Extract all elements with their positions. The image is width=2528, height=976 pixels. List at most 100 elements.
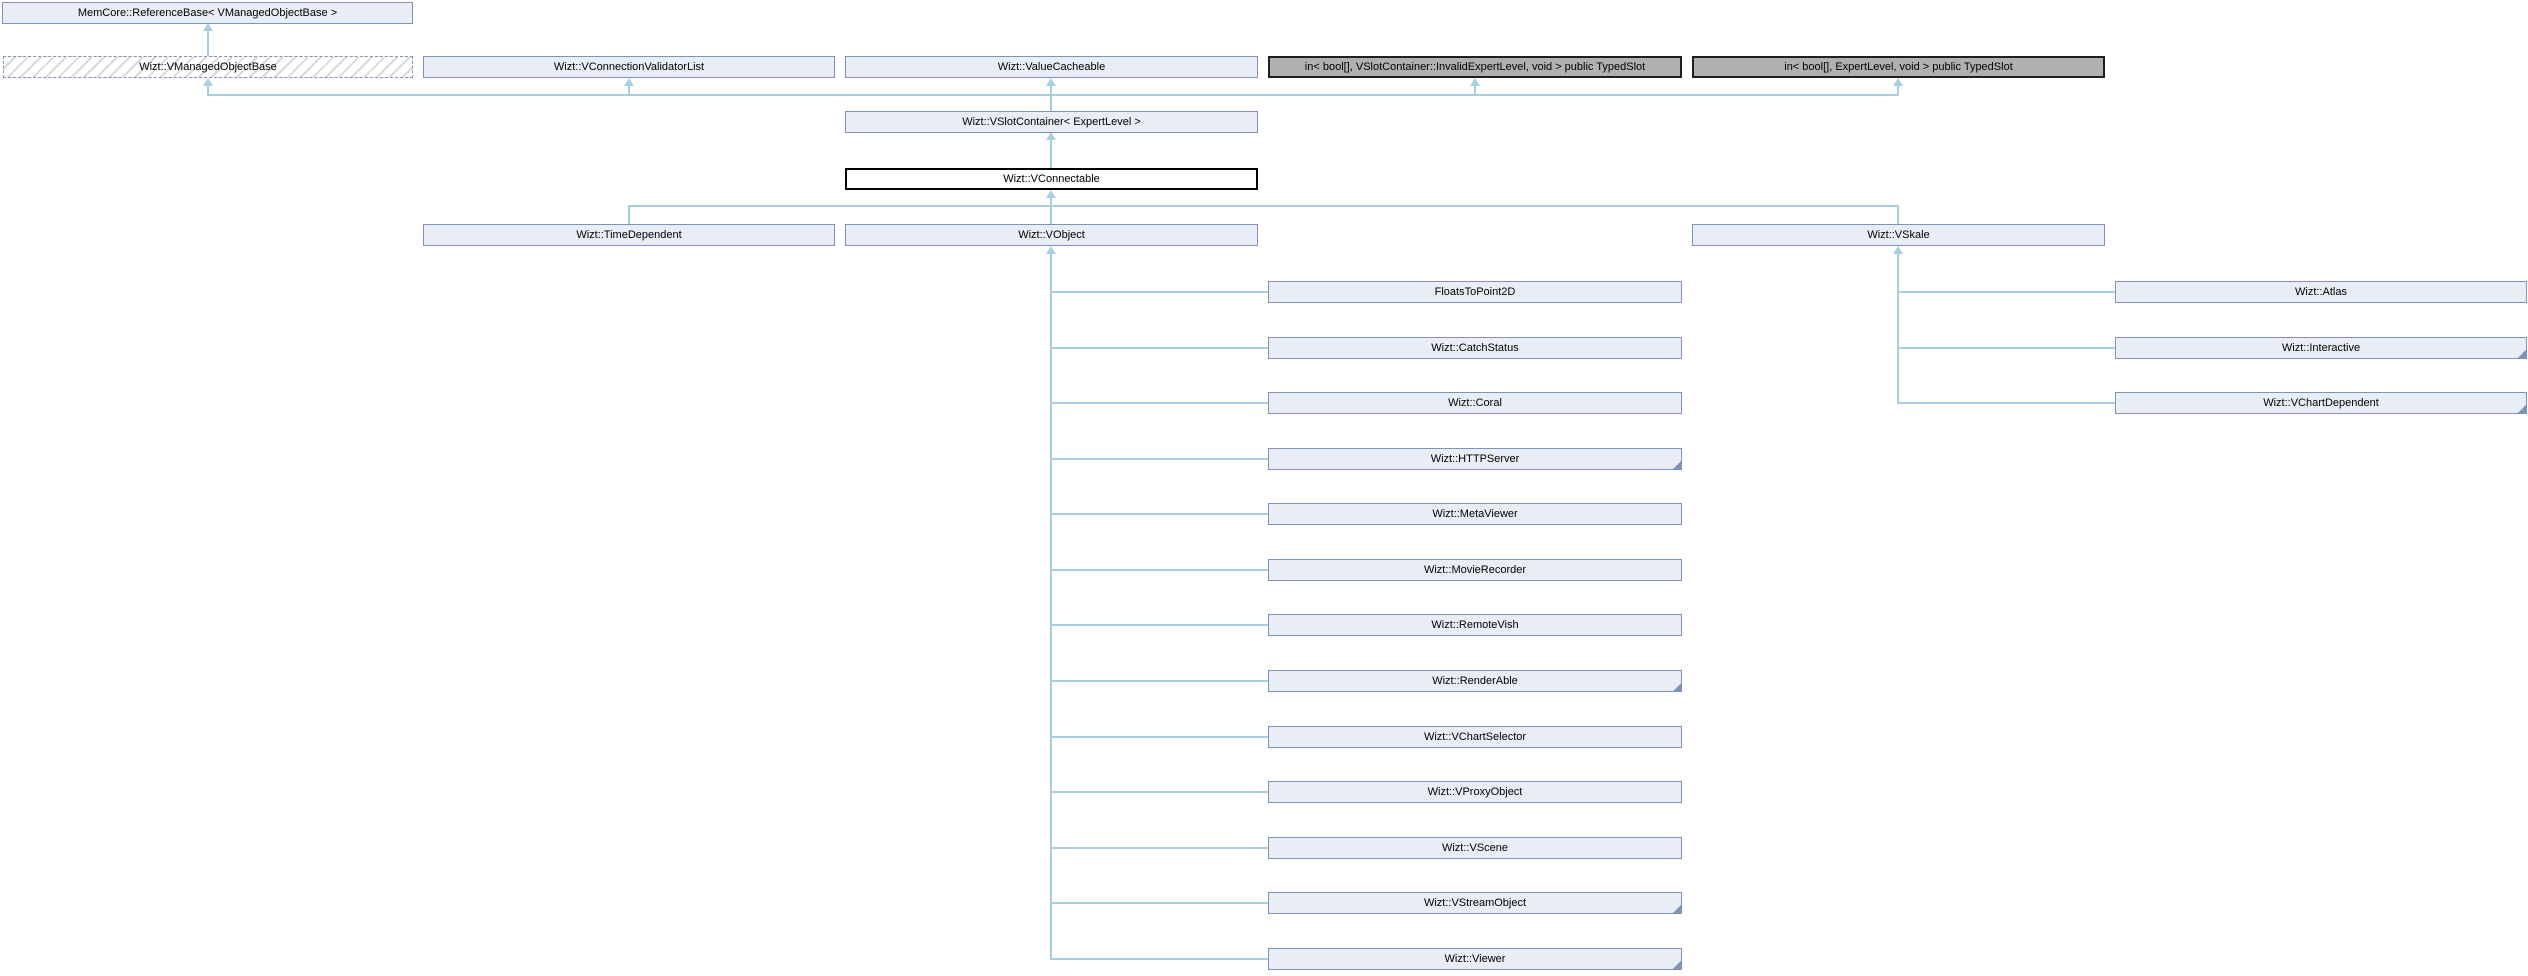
class-node-remotevish[interactable]: Wizt::RemoteVish <box>1268 614 1682 636</box>
class-node-typedslot-invalidexpertlevel: in< bool[], VSlotContainer::InvalidExper… <box>1268 56 1682 78</box>
class-node-timedependent[interactable]: Wizt::TimeDependent <box>423 224 835 246</box>
edge-segment <box>628 80 630 96</box>
edge-segment <box>1899 291 2115 293</box>
edge-segment <box>1897 80 1899 96</box>
class-node-label: Wizt::ValueCacheable <box>997 61 1106 73</box>
edge-segment <box>628 205 1899 207</box>
class-node-label: FloatsToPoint2D <box>1434 286 1516 298</box>
inheritance-arrow-icon <box>203 78 213 86</box>
class-node-label: Wizt::VObject <box>1018 229 1085 241</box>
edge-segment <box>207 94 1899 96</box>
class-node-label: MemCore::ReferenceBase< VManagedObjectBa… <box>77 7 338 19</box>
class-node-httpserver[interactable]: Wizt::HTTPServer <box>1268 448 1682 470</box>
class-node-label: Wizt::HTTPServer <box>1430 453 1520 465</box>
inheritance-arrow-icon <box>203 23 213 31</box>
class-node-vstreamobject[interactable]: Wizt::VStreamObject <box>1268 892 1682 914</box>
class-node-label: Wizt::Coral <box>1448 397 1502 409</box>
class-node-vproxyobject[interactable]: Wizt::VProxyObject <box>1268 781 1682 803</box>
edge-segment <box>1052 513 1268 515</box>
edge-segment <box>1052 680 1268 682</box>
class-node-label: Wizt::MetaViewer <box>1432 508 1518 520</box>
edge-segment <box>1052 736 1268 738</box>
class-node-vconnectable: Wizt::VConnectable <box>845 168 1258 190</box>
inheritance-arrow-icon <box>1893 78 1903 86</box>
class-node-label: Wizt::VManagedObjectBase <box>139 61 277 73</box>
inheritance-arrow-icon <box>1046 246 1056 254</box>
class-node-renderable[interactable]: Wizt::RenderAble <box>1268 670 1682 692</box>
truncated-graph-fold-icon <box>1672 960 1682 970</box>
edge-segment <box>1052 402 1268 404</box>
edge-segment <box>1474 80 1476 96</box>
class-node-atlas[interactable]: Wizt::Atlas <box>2115 281 2527 303</box>
truncated-graph-fold-icon <box>1672 682 1682 692</box>
edge-segment <box>1052 791 1268 793</box>
class-node-label: in< bool[], ExpertLevel, void > public T… <box>1784 61 2013 73</box>
class-node-memcore-referencebase[interactable]: MemCore::ReferenceBase< VManagedObjectBa… <box>2 2 413 24</box>
class-node-vskale[interactable]: Wizt::VSkale <box>1692 224 2105 246</box>
class-node-interactive[interactable]: Wizt::Interactive <box>2115 337 2527 359</box>
inheritance-arrow-icon <box>1046 78 1056 86</box>
class-node-label: Wizt::RenderAble <box>1432 675 1518 687</box>
class-node-label: Wizt::Viewer <box>1444 953 1506 965</box>
class-node-movierecorder[interactable]: Wizt::MovieRecorder <box>1268 559 1682 581</box>
class-node-valuecacheable[interactable]: Wizt::ValueCacheable <box>845 56 1258 78</box>
truncated-graph-fold-icon <box>2517 349 2527 359</box>
class-node-typedslot-expertlevel: in< bool[], ExpertLevel, void > public T… <box>1692 56 2105 78</box>
class-node-label: Wizt::VChartSelector <box>1423 731 1527 743</box>
class-node-label: in< bool[], VSlotContainer::InvalidExper… <box>1304 61 1646 73</box>
edge-segment <box>1052 458 1268 460</box>
class-node-floatstopoint2d[interactable]: FloatsToPoint2D <box>1268 281 1682 303</box>
class-node-coral[interactable]: Wizt::Coral <box>1268 392 1682 414</box>
edge-segment <box>1899 347 2115 349</box>
class-node-label: Wizt::MovieRecorder <box>1423 564 1527 576</box>
class-node-viewer[interactable]: Wizt::Viewer <box>1268 948 1682 970</box>
class-node-catchstatus[interactable]: Wizt::CatchStatus <box>1268 337 1682 359</box>
edge-segment <box>1052 958 1268 960</box>
class-node-label: Wizt::RemoteVish <box>1431 619 1519 631</box>
class-node-label: Wizt::TimeDependent <box>576 229 682 241</box>
class-node-vobject[interactable]: Wizt::VObject <box>845 224 1258 246</box>
edge-segment <box>1052 291 1268 293</box>
inheritance-arrow-icon <box>1046 190 1056 198</box>
class-node-label: Wizt::Interactive <box>2281 342 2361 354</box>
class-node-label: Wizt::VChartDependent <box>2263 397 2379 409</box>
class-node-label: Wizt::VProxyObject <box>1427 786 1523 798</box>
class-node-label: Wizt::VSkale <box>1867 229 1930 241</box>
edge-segment <box>1052 347 1268 349</box>
class-node-vslotcontainer[interactable]: Wizt::VSlotContainer< ExpertLevel > <box>845 111 1258 133</box>
inheritance-arrow-icon <box>1893 246 1903 254</box>
truncated-graph-fold-icon <box>1672 904 1682 914</box>
edge-segment <box>207 25 209 56</box>
class-node-label: Wizt::VConnectable <box>1003 173 1100 185</box>
edge-segment <box>1052 569 1268 571</box>
edge-segment <box>1052 902 1268 904</box>
edge-segment <box>1050 134 1052 168</box>
inheritance-arrow-icon <box>1470 78 1480 86</box>
class-node-label: Wizt::CatchStatus <box>1431 342 1519 354</box>
class-node-vchartselector[interactable]: Wizt::VChartSelector <box>1268 726 1682 748</box>
edge-segment <box>1050 248 1052 960</box>
edge-segment <box>1050 192 1052 224</box>
class-node-label: Wizt::VConnectionValidatorList <box>553 61 705 73</box>
inheritance-arrow-icon <box>1046 132 1056 140</box>
edge-segment <box>628 205 630 224</box>
edge-segment <box>1897 248 1899 404</box>
edge-segment <box>1899 402 2115 404</box>
class-node-vconnectionvalidatorlist[interactable]: Wizt::VConnectionValidatorList <box>423 56 835 78</box>
truncated-graph-fold-icon <box>2517 404 2527 414</box>
edge-segment <box>1897 205 1899 224</box>
edge-segment <box>207 80 209 96</box>
edge-segment <box>1052 847 1268 849</box>
class-node-vscene[interactable]: Wizt::VScene <box>1268 837 1682 859</box>
edge-segment <box>1052 624 1268 626</box>
class-node-label: Wizt::VStreamObject <box>1423 897 1527 909</box>
class-node-label: Wizt::VSlotContainer< ExpertLevel > <box>962 116 1141 128</box>
truncated-graph-fold-icon <box>1672 460 1682 470</box>
class-node-metaviewer[interactable]: Wizt::MetaViewer <box>1268 503 1682 525</box>
class-node-label: Wizt::VScene <box>1441 842 1509 854</box>
class-node-vchartdependent[interactable]: Wizt::VChartDependent <box>2115 392 2527 414</box>
class-node-label: Wizt::Atlas <box>2295 286 2347 298</box>
class-node-vmanagedobjectbase[interactable]: Wizt::VManagedObjectBase <box>3 56 413 78</box>
inheritance-arrow-icon <box>624 78 634 86</box>
